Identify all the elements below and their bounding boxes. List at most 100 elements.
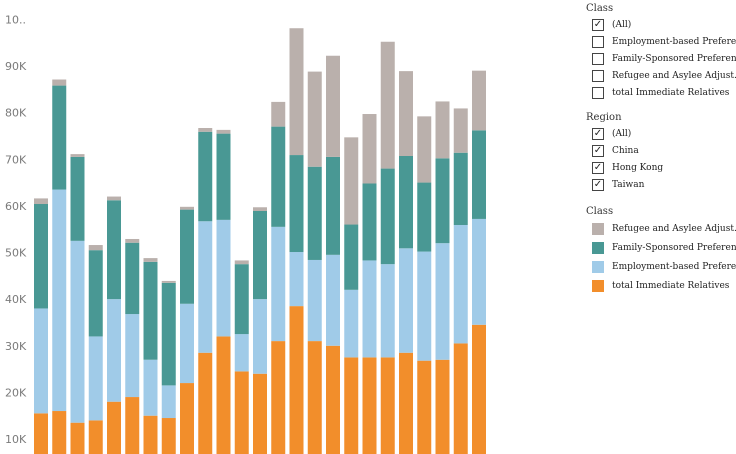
bar-segment[interactable] xyxy=(399,352,413,454)
bar-segment[interactable] xyxy=(417,116,432,183)
bar-segment[interactable] xyxy=(125,242,140,315)
bar-segment[interactable] xyxy=(435,101,450,159)
class-filter-immediate-relatives[interactable]: total Immediate Relatives xyxy=(586,84,736,101)
bar-segment[interactable] xyxy=(289,306,304,454)
bar-segment[interactable] xyxy=(380,264,395,358)
bar-segment[interactable] xyxy=(380,357,395,454)
checkbox-icon[interactable] xyxy=(592,52,604,65)
bar-segment[interactable] xyxy=(362,183,377,261)
bar-segment[interactable] xyxy=(70,422,85,454)
bar-segment[interactable] xyxy=(161,385,176,419)
bar-segment[interactable] xyxy=(234,264,249,335)
checkbox-icon[interactable] xyxy=(592,69,604,82)
bar-segment[interactable] xyxy=(70,156,85,241)
bar-segment[interactable] xyxy=(143,258,158,262)
bar-segment[interactable] xyxy=(34,204,48,309)
bar-segment[interactable] xyxy=(307,259,322,342)
checkbox-icon[interactable]: ✓ xyxy=(592,161,604,174)
bar-segment[interactable] xyxy=(34,308,48,414)
bar-segment[interactable] xyxy=(180,209,194,304)
bar-segment[interactable] xyxy=(326,254,340,346)
bar-segment[interactable] xyxy=(362,260,377,358)
bar-segment[interactable] xyxy=(326,345,340,454)
checkbox-icon[interactable] xyxy=(592,35,604,48)
bar-segment[interactable] xyxy=(271,226,286,342)
bar-segment[interactable] xyxy=(417,360,432,454)
region-filter-china[interactable]: ✓ China xyxy=(586,142,736,159)
bar-segment[interactable] xyxy=(88,250,103,337)
bar-segment[interactable] xyxy=(271,126,286,227)
bar-segment[interactable] xyxy=(88,336,103,421)
bar-segment[interactable] xyxy=(161,282,176,386)
bar-segment[interactable] xyxy=(326,156,340,255)
legend-item-refugee-asylee[interactable]: Refugee and Asylee Adjust... xyxy=(586,219,736,238)
bar-segment[interactable] xyxy=(472,130,486,219)
bar-segment[interactable] xyxy=(234,260,249,265)
bar-segment[interactable] xyxy=(216,219,231,337)
bar-segment[interactable] xyxy=(326,55,340,157)
bar-segment[interactable] xyxy=(453,108,468,153)
bar-segment[interactable] xyxy=(453,152,468,225)
class-filter-all[interactable]: ✓ (All) xyxy=(586,16,736,33)
legend-item-immediate-relatives[interactable]: total Immediate Relatives xyxy=(586,276,736,295)
bar-segment[interactable] xyxy=(307,341,322,454)
bar-segment[interactable] xyxy=(289,155,304,253)
bar-segment[interactable] xyxy=(107,401,121,454)
bar-segment[interactable] xyxy=(234,371,249,454)
bar-segment[interactable] xyxy=(70,154,85,157)
class-filter-employment-based[interactable]: Employment-based Preference xyxy=(586,33,736,50)
region-filter-all[interactable]: ✓ (All) xyxy=(586,125,736,142)
bar-segment[interactable] xyxy=(180,383,194,454)
bar-segment[interactable] xyxy=(399,248,413,353)
bar-segment[interactable] xyxy=(453,343,468,454)
bar-segment[interactable] xyxy=(198,221,213,353)
bar-segment[interactable] xyxy=(344,137,359,225)
region-filter-taiwan[interactable]: ✓ Taiwan xyxy=(586,176,736,193)
bar-segment[interactable] xyxy=(161,280,176,283)
bar-segment[interactable] xyxy=(70,240,85,423)
bar-segment[interactable] xyxy=(253,207,267,211)
checkbox-icon[interactable]: ✓ xyxy=(592,178,604,191)
bar-segment[interactable] xyxy=(307,71,322,167)
bar-segment[interactable] xyxy=(52,79,67,86)
bar-segment[interactable] xyxy=(52,85,67,190)
bar-segment[interactable] xyxy=(161,418,176,454)
bar-segment[interactable] xyxy=(435,359,450,454)
bar-segment[interactable] xyxy=(107,196,121,201)
bar-segment[interactable] xyxy=(417,251,432,361)
bar-segment[interactable] xyxy=(52,411,67,454)
bar-segment[interactable] xyxy=(52,189,67,412)
bar-segment[interactable] xyxy=(125,397,140,454)
bar-segment[interactable] xyxy=(34,413,48,454)
bar-segment[interactable] xyxy=(362,357,377,454)
class-filter-family-sponsored[interactable]: Family-Sponsored Preferences xyxy=(586,50,736,67)
bar-segment[interactable] xyxy=(143,261,158,360)
bar-segment[interactable] xyxy=(472,218,486,325)
bar-segment[interactable] xyxy=(472,324,486,454)
bar-segment[interactable] xyxy=(380,41,395,169)
bar-segment[interactable] xyxy=(216,133,231,220)
bar-segment[interactable] xyxy=(271,101,286,127)
bar-segment[interactable] xyxy=(234,334,249,372)
checkbox-icon[interactable] xyxy=(592,86,604,99)
bar-segment[interactable] xyxy=(380,168,395,265)
bar-segment[interactable] xyxy=(143,359,158,416)
bar-segment[interactable] xyxy=(107,299,121,402)
bar-segment[interactable] xyxy=(34,198,48,204)
bar-segment[interactable] xyxy=(344,224,359,290)
bar-segment[interactable] xyxy=(344,289,359,358)
checkbox-icon[interactable]: ✓ xyxy=(592,127,604,140)
bar-segment[interactable] xyxy=(143,415,158,454)
bar-segment[interactable] xyxy=(253,373,267,454)
bar-segment[interactable] xyxy=(453,224,468,344)
bar-segment[interactable] xyxy=(198,128,213,132)
checkbox-icon[interactable]: ✓ xyxy=(592,18,604,31)
bar-segment[interactable] xyxy=(253,299,267,374)
class-filter-refugee-asylee[interactable]: Refugee and Asylee Adjust... xyxy=(586,67,736,84)
bar-segment[interactable] xyxy=(125,238,140,243)
bar-segment[interactable] xyxy=(180,303,194,384)
region-filter-hong-kong[interactable]: ✓ Hong Kong xyxy=(586,159,736,176)
bar-segment[interactable] xyxy=(399,71,413,156)
bar-segment[interactable] xyxy=(253,211,267,300)
legend-item-family-sponsored[interactable]: Family-Sponsored Preferences xyxy=(586,238,736,257)
